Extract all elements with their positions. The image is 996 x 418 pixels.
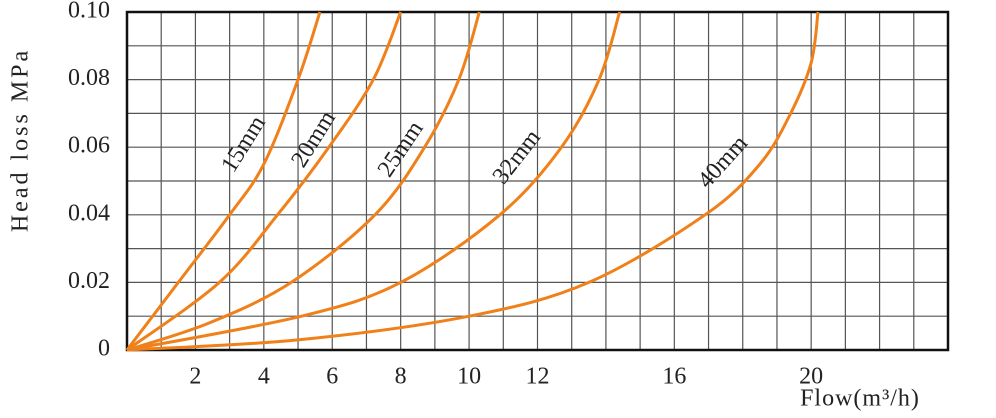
y-tick-label: 0.02 [68,268,110,294]
y-tick-label: 0.10 [68,0,110,24]
x-tick-label: 20 [799,364,823,390]
y-tick-label: 0 [98,336,110,362]
x-tick-label: 8 [395,364,407,390]
curve [126,11,622,352]
y-tick-label: 0.06 [68,133,110,159]
x-tick-label: 4 [258,364,270,390]
curve [126,11,403,352]
curve [126,11,820,352]
x-tick-label: 12 [526,364,550,390]
plot-frame [125,10,950,352]
y-axis-title: Head loss MPa [8,48,34,232]
y-tick-label: 0.08 [68,65,110,91]
curve-label: 25mm [373,116,429,182]
y-tick-label: 0.04 [68,200,110,226]
x-tick-label: 2 [189,364,201,390]
x-axis-title: Flow(m³/h) [800,386,920,412]
x-tick-label: 6 [326,364,338,390]
x-tick-label: 10 [457,364,481,390]
x-tick-label: 16 [662,364,686,390]
curve [125,11,322,351]
curve [126,11,481,352]
